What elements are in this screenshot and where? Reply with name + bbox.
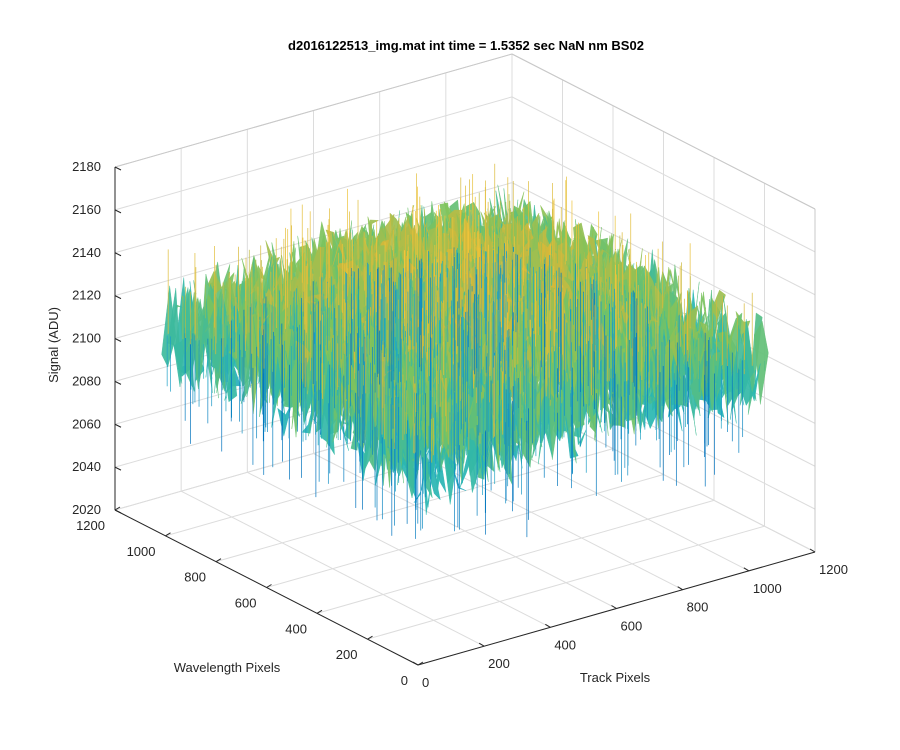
z-tick-mark xyxy=(114,466,122,471)
y-tick-mark xyxy=(316,609,323,614)
x-tick-label: 0 xyxy=(422,675,429,690)
z-tick-mark xyxy=(114,252,122,257)
surface-patch xyxy=(516,264,531,282)
surface-patch xyxy=(689,351,705,410)
z-tick-mark xyxy=(114,423,122,428)
x-tick-mark xyxy=(478,642,485,647)
surface-patch xyxy=(216,321,231,393)
y-tick-label: 200 xyxy=(336,647,358,662)
surface-patch xyxy=(433,426,449,472)
x-tick-mark xyxy=(545,623,551,628)
y-tick-mark xyxy=(215,558,222,563)
surface-patch xyxy=(425,460,441,501)
surface-patch xyxy=(161,285,176,368)
x-tick-mark xyxy=(412,661,419,666)
z-tick-label: 2080 xyxy=(72,373,101,388)
surface-patch xyxy=(489,403,505,444)
x-tick-label: 200 xyxy=(488,656,510,671)
surface-patch xyxy=(665,339,681,379)
grid-line xyxy=(511,96,816,253)
surface-patch xyxy=(204,321,219,399)
y-tick-mark xyxy=(165,532,171,537)
y-axis-label: Wavelength Pixels xyxy=(174,660,281,675)
box-edge xyxy=(511,53,816,210)
z-tick-mark xyxy=(114,509,122,514)
z-tick-label: 2140 xyxy=(72,245,101,260)
grid-line xyxy=(114,182,513,297)
z-ticks: 2020 2040 2060 2080 2100 2120 2140 2160 2180 xyxy=(72,159,122,517)
z-tick-label: 2120 xyxy=(72,288,101,303)
y-tick-label: 600 xyxy=(235,596,257,611)
surface-patch xyxy=(523,309,538,345)
y-tick-label: 1200 xyxy=(76,518,105,533)
grid-line xyxy=(367,525,765,640)
x-tick-mark xyxy=(743,567,750,572)
z-tick-mark xyxy=(114,380,122,385)
y-tick-label: 0 xyxy=(401,673,408,688)
x-tick-mark xyxy=(809,548,816,553)
surface-patch xyxy=(320,360,335,455)
surface-patch xyxy=(332,238,347,268)
surface-patch xyxy=(738,344,753,406)
x-tick-label: 800 xyxy=(687,600,709,615)
z-tick-label: 2180 xyxy=(72,159,101,174)
z-tick-mark xyxy=(114,338,122,342)
y-tick-mark xyxy=(367,635,373,640)
grid-line xyxy=(511,139,816,296)
grid-line xyxy=(215,448,614,563)
y-tick-mark xyxy=(417,661,424,666)
surface-patch xyxy=(609,357,625,427)
grid-line xyxy=(114,96,513,211)
z-tick-mark xyxy=(114,295,122,300)
y-tick-label: 1000 xyxy=(127,544,156,559)
grid-line xyxy=(266,474,664,588)
x-tick-label: 600 xyxy=(621,619,643,634)
surface-patch xyxy=(441,441,457,505)
z-tick-label: 2060 xyxy=(72,416,101,431)
y-tick-mark xyxy=(266,584,272,588)
surface-patch xyxy=(682,352,697,436)
surface-mesh xyxy=(161,163,769,539)
grid-line xyxy=(114,139,513,254)
x-tick-label: 400 xyxy=(554,637,576,652)
chart-title: d2016122513_img.mat int time = 1.5352 se… xyxy=(288,38,644,53)
x-tick-mark xyxy=(677,586,683,591)
z-axis-label: Signal (ADU) xyxy=(46,307,61,383)
z-tick-mark xyxy=(114,209,122,214)
y-tick-label: 800 xyxy=(184,570,206,585)
x-axis-label: Track Pixels xyxy=(580,670,651,685)
x-tick-label: 1200 xyxy=(819,562,848,577)
surface-patch xyxy=(467,398,483,472)
surface-patch xyxy=(754,320,769,405)
grid-line xyxy=(316,499,715,614)
surface-patch xyxy=(475,440,491,477)
surface-patch xyxy=(465,437,481,493)
surface-patch xyxy=(731,325,747,411)
grid-line xyxy=(511,182,816,339)
surface-patch xyxy=(497,380,513,485)
x-ticks: 0 200 400 600 800 1000 1200 xyxy=(412,548,848,690)
surface-patch xyxy=(234,320,250,387)
z-tick-mark xyxy=(114,166,122,171)
z-tick-label: 2020 xyxy=(72,502,101,517)
box-edge xyxy=(114,53,513,168)
x-tick-label: 1000 xyxy=(753,581,782,596)
x-tick-mark xyxy=(611,605,617,609)
y-tick-mark xyxy=(114,506,121,511)
y-tick-label: 400 xyxy=(285,621,307,636)
z-tick-label: 2160 xyxy=(72,202,101,217)
y-ticks: 0 200 400 600 800 1000 1200 xyxy=(76,506,424,688)
z-tick-label: 2040 xyxy=(72,459,101,474)
z-tick-label: 2100 xyxy=(72,331,101,346)
